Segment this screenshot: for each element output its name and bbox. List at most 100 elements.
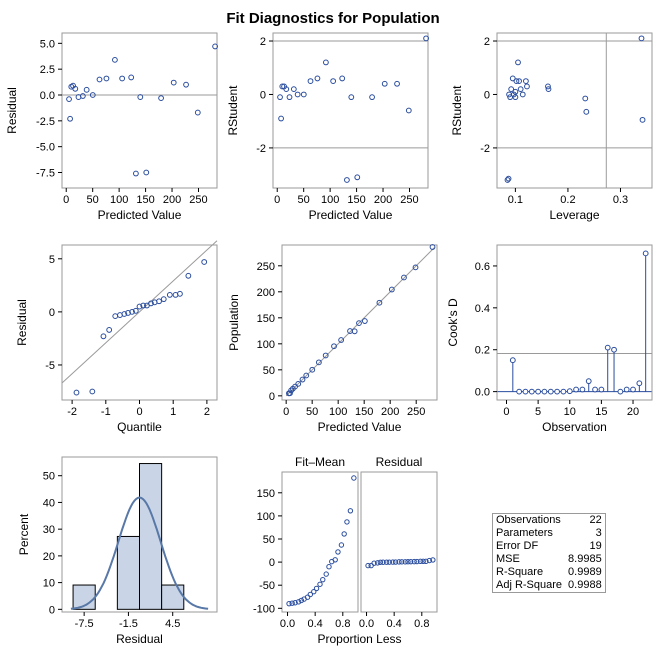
spread-point xyxy=(344,519,350,525)
rstudent-vs-predicted-point xyxy=(314,75,321,82)
population-vs-predicted-point xyxy=(299,376,306,383)
spread-point xyxy=(286,600,292,607)
rstudent-vs-leverage-ytick-label: -2 xyxy=(480,143,490,155)
rstudent-vs-predicted-xtick-label: 150 xyxy=(347,194,365,206)
cooks-d-point xyxy=(604,344,611,351)
population-vs-predicted-ylabel: Population xyxy=(227,294,241,351)
spread-xtick-label: 0.0 xyxy=(280,618,295,630)
cooks-d-point xyxy=(617,388,624,395)
residual-vs-predicted-xtick-label: 200 xyxy=(163,194,181,206)
cooks-d-point xyxy=(611,346,617,353)
spread-panel-frame xyxy=(360,471,438,613)
rstudent-vs-predicted-point xyxy=(381,80,388,87)
rstudent-vs-leverage-point xyxy=(509,75,516,82)
residual-qq-axes: -2 -1 0 1 2 Quantile -5 0 5 Residual xyxy=(15,244,218,434)
residual-vs-predicted-point xyxy=(143,169,150,176)
rstudent-vs-predicted-point xyxy=(300,91,307,98)
spread-xtick-label: 0.4 xyxy=(308,618,323,630)
residual-qq-point xyxy=(89,388,96,395)
spread-point xyxy=(289,600,295,606)
population-vs-predicted-point xyxy=(401,274,407,281)
spread-ytick-label: 0 xyxy=(269,557,275,569)
spread-point xyxy=(426,557,433,564)
rstudent-vs-leverage-point xyxy=(505,175,512,182)
rstudent-vs-predicted-point xyxy=(290,86,297,93)
residual-vs-predicted-xtick-label: 0 xyxy=(63,194,69,206)
spread-point xyxy=(383,559,390,565)
cooks-d-ylabel: Cook's D xyxy=(446,298,460,347)
residual-qq-point xyxy=(112,313,119,320)
residual-vs-predicted-point xyxy=(96,76,103,83)
rstudent-vs-leverage-point xyxy=(516,78,522,85)
residual-qq-xtick-label: -1 xyxy=(101,406,111,418)
spread-point xyxy=(323,571,329,577)
residual-qq-ylabel: Residual xyxy=(15,299,29,346)
spread-point xyxy=(311,588,317,595)
population-vs-predicted-points xyxy=(286,244,436,397)
spread-point xyxy=(341,531,347,537)
residual-vs-predicted-ylabel: Residual xyxy=(5,87,19,134)
spread-point xyxy=(430,557,436,563)
rstudent-vs-predicted-point xyxy=(330,78,337,85)
residual-histogram-ytick-label: 50 xyxy=(43,471,55,483)
spread-xlabel: Proportion Less xyxy=(317,632,401,646)
spread-ytick-label: -100 xyxy=(253,603,275,615)
rstudent-vs-predicted-xtick-label: 250 xyxy=(400,194,418,206)
rstudent-vs-predicted-xtick-label: 0 xyxy=(274,194,280,206)
spread-point xyxy=(386,559,393,565)
rstudent-vs-leverage-axes: 0.1 0.2 0.3 Leverage -2 0 2 RStudent xyxy=(450,32,653,222)
residual-histogram-xtick-label: -7.5 xyxy=(75,618,94,630)
population-vs-predicted-point xyxy=(322,352,329,359)
population-vs-predicted-point xyxy=(388,286,395,293)
residual-vs-predicted-point xyxy=(67,115,73,122)
rstudent-vs-leverage-xtick-label: 0.1 xyxy=(508,194,523,206)
residual-vs-predicted-point xyxy=(72,85,79,92)
rstudent-vs-leverage-ytick-label: 2 xyxy=(484,36,490,48)
spread-point xyxy=(371,560,377,566)
rstudent-vs-leverage-point xyxy=(639,116,646,123)
residual-vs-predicted-ytick-label: -5.0 xyxy=(36,142,55,154)
population-vs-predicted-point xyxy=(361,318,368,324)
residual-qq-point xyxy=(125,310,131,316)
population-vs-predicted-xtick-label: 50 xyxy=(306,406,318,418)
population-vs-predicted-point xyxy=(412,264,419,271)
rstudent-vs-predicted-point xyxy=(283,86,290,93)
population-vs-predicted-ytick-label: 250 xyxy=(257,261,275,273)
residual-qq-point xyxy=(136,303,143,310)
residual-vs-predicted-xlabel: Predicted Value xyxy=(98,208,182,222)
spread-panel-frame xyxy=(281,471,359,613)
spread-point xyxy=(332,557,338,563)
rstudent-vs-leverage-point xyxy=(582,95,589,102)
rstudent-vs-predicted-ylabel: RStudent xyxy=(226,85,240,136)
residual-qq-point xyxy=(121,311,128,317)
residual-qq-xtick-label: 2 xyxy=(204,406,210,418)
residual-qq-xtick-label: 0 xyxy=(136,406,142,418)
stats-label: Parameters xyxy=(496,527,553,539)
residual-qq-xtick-label: 1 xyxy=(170,406,176,418)
stats-row: Observations 22 xyxy=(493,514,606,528)
population-vs-predicted-point xyxy=(356,320,362,327)
cooks-d-point xyxy=(535,388,542,395)
normal-density-curve xyxy=(70,496,209,610)
rstudent-vs-predicted-point xyxy=(354,174,361,181)
spread-point xyxy=(335,549,341,555)
spread-point xyxy=(295,599,302,605)
cooks-d-xtick-label: 5 xyxy=(535,406,541,418)
spread-point xyxy=(411,558,417,565)
residual-histogram-xlabel: Residual xyxy=(116,632,163,646)
rstudent-vs-predicted-point xyxy=(323,59,329,66)
cooks-d-point xyxy=(592,386,598,393)
residual-vs-predicted-points xyxy=(66,43,218,177)
spread-point xyxy=(313,585,320,592)
rstudent-vs-leverage-xtick-label: 0.3 xyxy=(613,194,628,206)
cooks-d-point xyxy=(623,386,630,393)
residual-vs-predicted-point xyxy=(83,86,90,93)
residual-qq-ytick-label: 5 xyxy=(49,254,55,266)
residual-histogram-ytick-label: 10 xyxy=(43,578,55,590)
spread-point xyxy=(417,558,424,565)
population-vs-predicted-fit-line xyxy=(285,247,435,397)
population-vs-predicted-point xyxy=(315,359,322,366)
spread-point xyxy=(402,559,408,565)
stats-label: Error DF xyxy=(496,540,539,552)
spread-ytick-label: 50 xyxy=(263,534,275,546)
